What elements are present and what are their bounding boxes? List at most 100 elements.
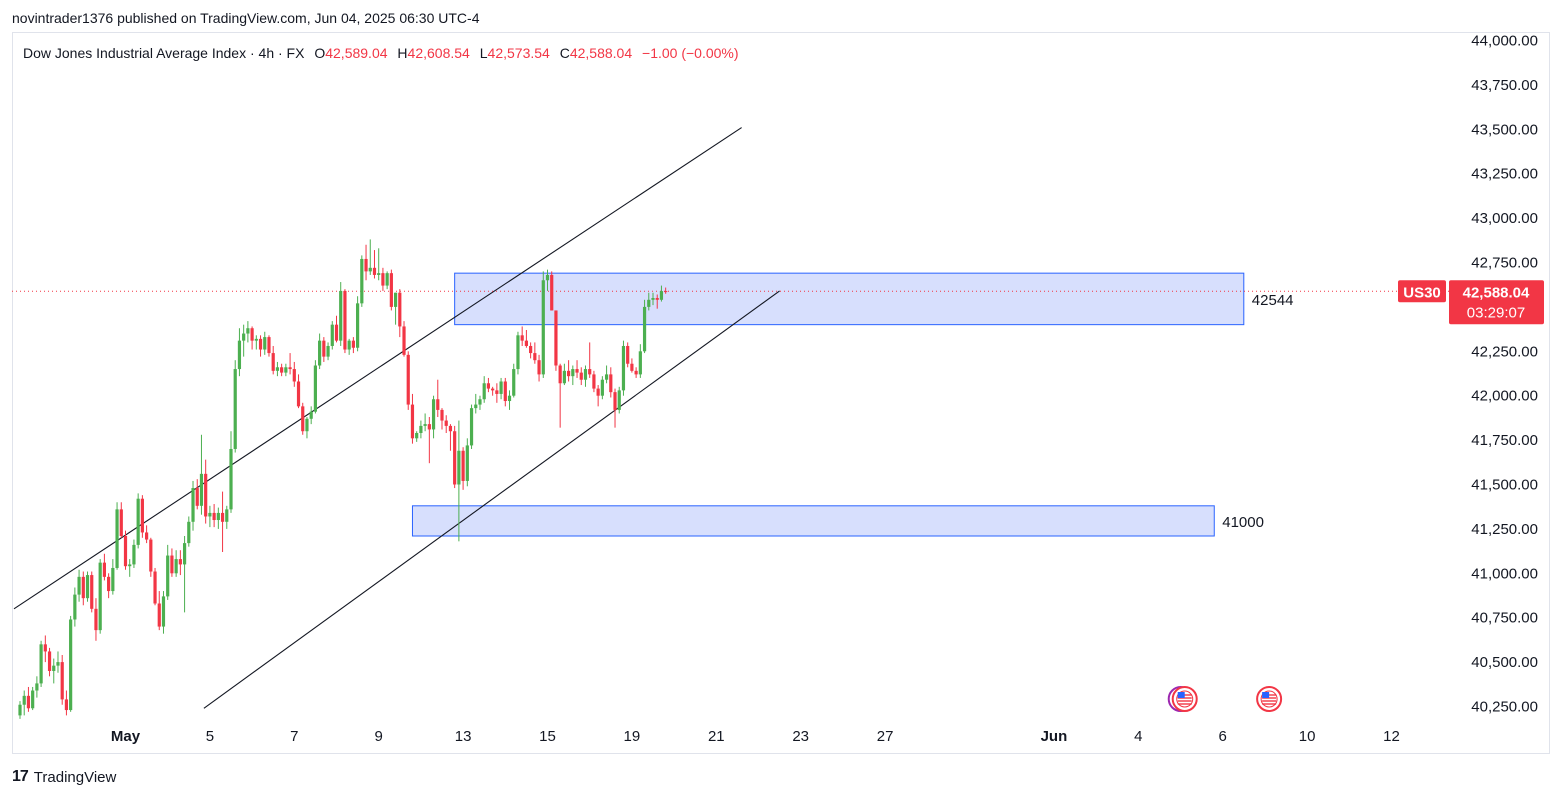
candle-body[interactable] (161, 596, 166, 627)
channel-upper-line[interactable] (13, 127, 742, 610)
candle-body[interactable] (592, 374, 596, 389)
candle-body[interactable] (195, 488, 199, 506)
candle-body[interactable] (258, 338, 263, 350)
candle-body[interactable] (491, 388, 495, 391)
candle-body[interactable] (533, 353, 537, 361)
candle-body[interactable] (182, 543, 187, 565)
candle-body[interactable] (220, 512, 225, 522)
candle-body[interactable] (107, 576, 111, 592)
candle-body[interactable] (115, 509, 119, 568)
candle-body[interactable] (461, 450, 465, 481)
candle-body[interactable] (486, 383, 491, 389)
candle-body[interactable] (73, 594, 77, 620)
candle-body[interactable] (233, 369, 237, 449)
candle-body[interactable] (309, 411, 313, 419)
candle-body[interactable] (119, 509, 123, 537)
candle-body[interactable] (132, 544, 136, 565)
candle-body[interactable] (457, 450, 461, 485)
candle-body[interactable] (111, 567, 115, 592)
candle-body[interactable] (69, 619, 73, 711)
candle-body[interactable] (465, 445, 469, 481)
candle-body[interactable] (18, 704, 22, 716)
candle-body[interactable] (334, 324, 339, 341)
candle-body[interactable] (43, 644, 47, 652)
candle-body[interactable] (47, 651, 52, 671)
candle-body[interactable] (56, 662, 60, 666)
channel-lower-line[interactable] (203, 290, 780, 709)
candle-body[interactable] (178, 559, 182, 565)
candle-body[interactable] (558, 365, 562, 384)
candle-body[interactable] (377, 273, 381, 275)
candle-body[interactable] (482, 383, 486, 400)
candle-body[interactable] (35, 683, 39, 691)
candle-body[interactable] (448, 425, 453, 432)
candle-body[interactable] (609, 374, 613, 393)
candle-body[interactable] (415, 432, 419, 439)
candle-body[interactable] (634, 370, 638, 375)
candle-body[interactable] (271, 353, 275, 371)
candle-body[interactable] (81, 576, 85, 599)
candle-body[interactable] (571, 369, 575, 377)
candle-body[interactable] (204, 473, 208, 517)
candle-body[interactable] (330, 324, 334, 346)
candle-body[interactable] (267, 337, 271, 354)
candle-body[interactable] (301, 406, 305, 432)
candle-body[interactable] (389, 273, 393, 307)
candle-body[interactable] (596, 388, 600, 396)
candle-body[interactable] (64, 699, 69, 711)
candle-body[interactable] (588, 369, 592, 375)
candle-body[interactable] (140, 498, 144, 533)
candle-body[interactable] (39, 644, 43, 684)
candle-body[interactable] (402, 326, 406, 355)
candle-body[interactable] (554, 310, 558, 366)
candle-body[interactable] (495, 390, 499, 394)
candle-body[interactable] (410, 404, 415, 439)
candle-body[interactable] (507, 395, 512, 402)
candle-body[interactable] (567, 370, 571, 377)
candle-body[interactable] (664, 291, 668, 293)
candle-body[interactable] (431, 399, 436, 430)
candle-body[interactable] (296, 381, 301, 407)
candle-body[interactable] (393, 292, 398, 307)
candle-body[interactable] (343, 290, 347, 350)
candle-body[interactable] (381, 273, 385, 286)
candle-body[interactable] (444, 420, 448, 426)
candle-body[interactable] (647, 299, 651, 307)
candle-body[interactable] (626, 345, 630, 364)
candle-body[interactable] (166, 555, 170, 597)
candle-body[interactable] (174, 559, 178, 574)
zone-rect[interactable] (454, 272, 1245, 326)
candle-body[interactable] (364, 258, 368, 272)
candle-body[interactable] (356, 303, 360, 348)
candle-body[interactable] (128, 564, 132, 567)
candle-body[interactable] (550, 274, 554, 311)
candle-body[interactable] (31, 690, 35, 709)
candle-body[interactable] (254, 338, 258, 341)
candle-body[interactable] (246, 328, 250, 334)
candle-body[interactable] (123, 536, 128, 567)
candle-body[interactable] (474, 404, 478, 409)
candle-body[interactable] (145, 532, 149, 540)
candle-body[interactable] (208, 512, 212, 517)
candle-body[interactable] (621, 345, 626, 391)
candle-body[interactable] (440, 409, 444, 421)
candle-body[interactable] (617, 390, 621, 410)
candle-body[interactable] (613, 392, 617, 410)
candle-body[interactable] (436, 399, 440, 410)
candle-body[interactable] (199, 473, 204, 506)
candle-body[interactable] (229, 448, 233, 510)
candle-body[interactable] (187, 521, 191, 544)
candle-body[interactable] (368, 267, 372, 272)
candle-body[interactable] (385, 273, 389, 286)
candle-body[interactable] (313, 365, 317, 412)
candle-body[interactable] (191, 488, 195, 522)
candle-body[interactable] (372, 267, 377, 275)
candle-body[interactable] (419, 425, 423, 433)
candle-body[interactable] (469, 408, 474, 446)
candle-body[interactable] (520, 335, 524, 341)
candle-body[interactable] (512, 369, 516, 396)
candle-body[interactable] (85, 575, 90, 599)
candle-body[interactable] (427, 424, 431, 430)
symbol-label[interactable]: Dow Jones Industrial Average Index · 4h … (23, 45, 305, 61)
